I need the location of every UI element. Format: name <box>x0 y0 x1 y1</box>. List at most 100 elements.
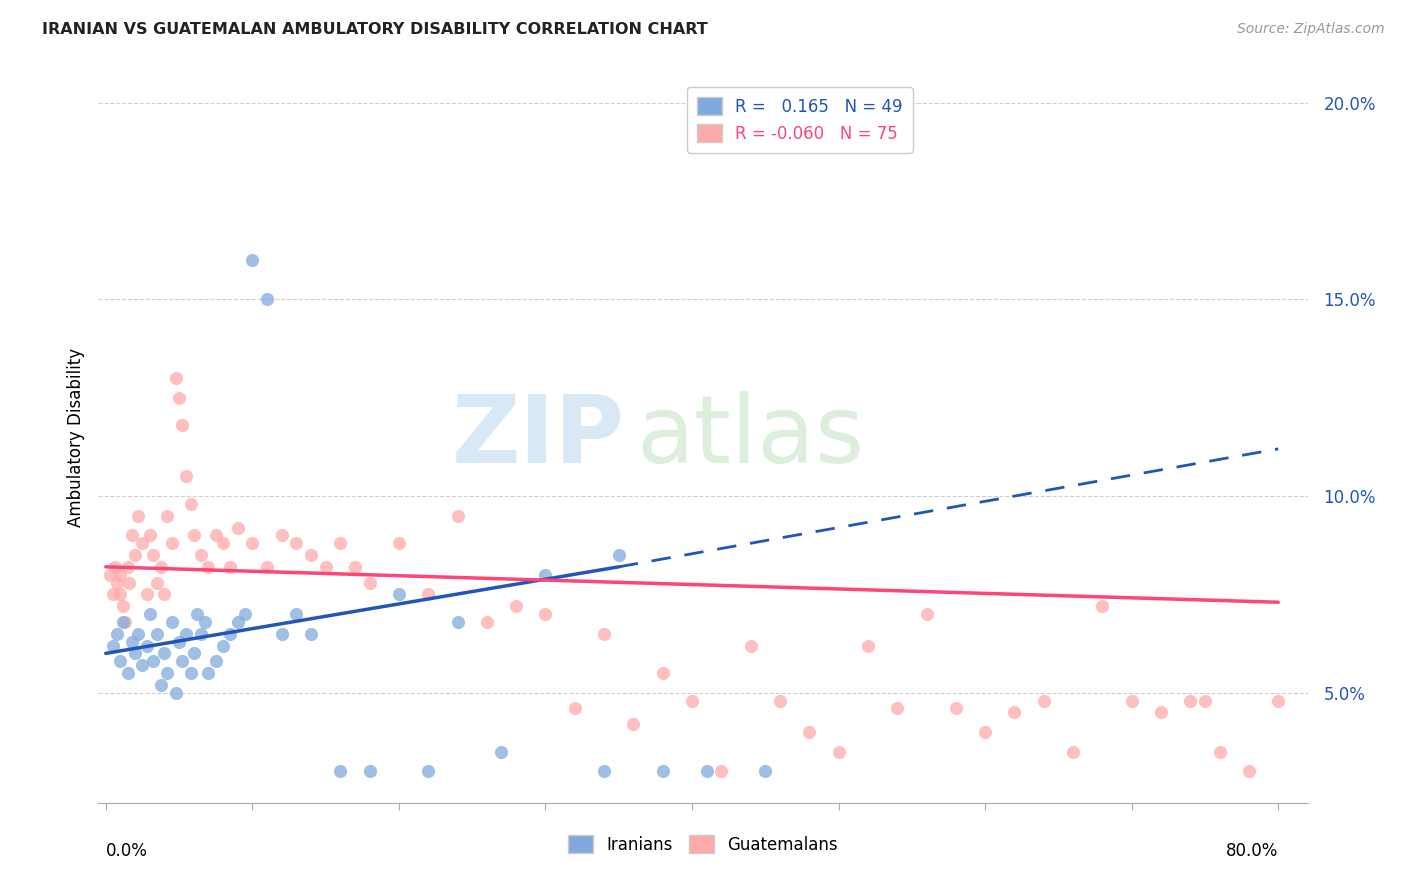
Point <box>146 575 169 590</box>
Point <box>167 391 190 405</box>
Point <box>240 253 263 268</box>
Point <box>180 666 202 681</box>
Point <box>146 626 169 640</box>
Point <box>167 634 190 648</box>
Point <box>204 528 226 542</box>
Point <box>607 548 630 562</box>
Point <box>117 666 139 681</box>
Point <box>212 639 235 653</box>
Point <box>388 536 411 550</box>
Point <box>769 693 792 707</box>
Point <box>142 654 165 668</box>
Point <box>190 626 212 640</box>
Point <box>212 536 235 550</box>
Point <box>107 626 129 640</box>
Point <box>118 575 141 590</box>
Point <box>170 654 193 668</box>
Point <box>534 607 557 621</box>
Point <box>127 626 149 640</box>
Point <box>754 764 776 779</box>
Point <box>121 528 143 542</box>
Point <box>183 646 205 660</box>
Point <box>1032 693 1054 707</box>
Point <box>974 725 997 739</box>
Point <box>285 607 308 621</box>
Point <box>156 508 179 523</box>
Point <box>142 548 165 562</box>
Point <box>170 418 193 433</box>
Point <box>1180 693 1202 707</box>
Point <box>1091 599 1114 614</box>
Point <box>621 717 644 731</box>
Point <box>1150 706 1173 720</box>
Text: 0.0%: 0.0% <box>105 842 148 860</box>
Text: Source: ZipAtlas.com: Source: ZipAtlas.com <box>1237 22 1385 37</box>
Point <box>446 508 468 523</box>
Point <box>299 626 322 640</box>
Y-axis label: Ambulatory Disability: Ambulatory Disability <box>66 348 84 526</box>
Point <box>651 666 673 681</box>
Point <box>651 764 673 779</box>
Point <box>197 666 219 681</box>
Point <box>150 678 173 692</box>
Point <box>117 559 139 574</box>
Point <box>121 634 143 648</box>
Point <box>110 587 132 601</box>
Point <box>329 536 352 550</box>
Point <box>135 639 157 653</box>
Point <box>160 615 183 629</box>
Point <box>131 536 153 550</box>
Point <box>827 745 849 759</box>
Point <box>156 666 179 681</box>
Point <box>197 559 219 574</box>
Point <box>219 626 242 640</box>
Point <box>226 615 249 629</box>
Point <box>593 764 616 779</box>
Point <box>180 497 202 511</box>
Point <box>165 686 187 700</box>
Point <box>1194 693 1216 707</box>
Point <box>124 548 146 562</box>
Point <box>135 587 157 601</box>
Point <box>343 559 366 574</box>
Point <box>101 639 124 653</box>
Point <box>114 615 136 629</box>
Point <box>176 469 198 483</box>
Point <box>110 567 132 582</box>
Point <box>226 520 249 534</box>
Point <box>359 575 381 590</box>
Point <box>418 764 440 779</box>
Point <box>799 725 821 739</box>
Point <box>446 615 468 629</box>
Point <box>475 615 498 629</box>
Point <box>240 536 263 550</box>
Point <box>112 599 135 614</box>
Point <box>534 567 557 582</box>
Point <box>886 701 908 715</box>
Point <box>740 639 762 653</box>
Point <box>856 639 879 653</box>
Point <box>359 764 381 779</box>
Point <box>418 587 440 601</box>
Point <box>124 646 146 660</box>
Point <box>153 646 176 660</box>
Point <box>915 607 938 621</box>
Point <box>194 615 217 629</box>
Point <box>190 548 212 562</box>
Point <box>138 528 160 542</box>
Point <box>138 607 160 621</box>
Point <box>388 587 411 601</box>
Point <box>681 693 703 707</box>
Point <box>103 559 125 574</box>
Point <box>233 607 256 621</box>
Point <box>270 626 292 640</box>
Point <box>165 371 187 385</box>
Text: atlas: atlas <box>637 391 865 483</box>
Point <box>256 559 278 574</box>
Legend: Iranians, Guatemalans: Iranians, Guatemalans <box>561 829 845 860</box>
Point <box>127 508 149 523</box>
Text: 80.0%: 80.0% <box>1226 842 1278 860</box>
Point <box>1062 745 1084 759</box>
Point <box>131 658 153 673</box>
Point <box>256 293 278 307</box>
